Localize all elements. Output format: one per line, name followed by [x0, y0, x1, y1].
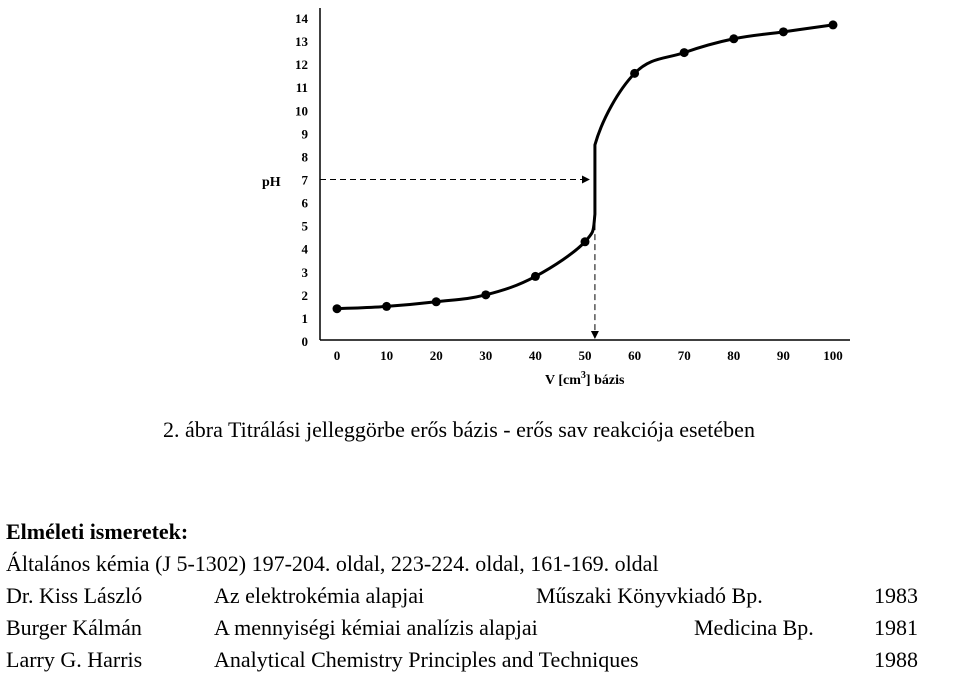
x-tick-label: 20	[430, 348, 443, 363]
y-tick-label: 13	[295, 34, 309, 49]
reference-title: Analytical Chemistry Principles and Tech…	[214, 647, 639, 672]
data-markers	[332, 20, 838, 314]
y-tick-label: 4	[302, 242, 309, 257]
y-tick-label: 2	[302, 288, 309, 303]
x-tick-label: 50	[579, 348, 592, 363]
reference-publisher: Műszaki Könyvkiadó Bp.	[536, 583, 763, 608]
data-point-marker	[481, 290, 491, 300]
x-tick-label: 100	[823, 348, 843, 363]
y-tick-label: 14	[295, 11, 309, 26]
reference-title: Az elektrokémia alapjai	[214, 583, 425, 608]
data-point-marker	[828, 20, 838, 30]
x-tick-label: 70	[678, 348, 691, 363]
reference-year: 1988	[874, 647, 918, 672]
y-tick-label: 3	[302, 265, 309, 280]
x-tick-label: 60	[628, 348, 641, 363]
data-point-marker	[729, 34, 739, 44]
data-point-marker	[630, 68, 640, 78]
data-point-marker	[382, 301, 392, 311]
x-axis-tick-labels: 0 10 20 30 40 50 60 70 80 90 100	[334, 348, 843, 363]
reference-title: A mennyiségi kémiai analízis alapjai	[214, 615, 538, 640]
reference-row: Burger Kálmán A mennyiségi kémiai analíz…	[6, 612, 946, 644]
y-tick-label: 5	[302, 219, 309, 234]
x-tick-label: 30	[479, 348, 492, 363]
figure-caption: 2. ábra Titrálási jelleggörbe erős bázis…	[163, 417, 755, 442]
reference-publisher: Medicina Bp.	[694, 615, 814, 640]
data-point-marker	[580, 237, 590, 247]
reference-year: 1983	[874, 583, 918, 608]
references-section: Elméleti ismeretek: Általános kémia (J 5…	[6, 516, 946, 676]
reference-author: Burger Kálmán	[6, 615, 142, 640]
y-tick-label: 12	[295, 57, 308, 72]
reference-row: Dr. Kiss László Az elektrokémia alapjai …	[6, 580, 946, 612]
reference-row: Larry G. Harris Analytical Chemistry Pri…	[6, 644, 946, 676]
x-tick-label: 10	[380, 348, 393, 363]
data-point-marker	[530, 271, 540, 281]
y-tick-label: 9	[302, 126, 309, 141]
data-point-marker	[431, 297, 441, 307]
y-axis-label: pH	[262, 175, 281, 190]
reference-author: Larry G. Harris	[6, 647, 143, 672]
y-tick-label: 6	[302, 196, 309, 211]
data-point-marker	[778, 27, 788, 37]
reference-author: Dr. Kiss László	[6, 583, 143, 608]
y-tick-label: 1	[302, 311, 309, 326]
y-tick-label: 11	[296, 80, 308, 95]
y-tick-label: 0	[302, 334, 309, 349]
titration-curve	[336, 23, 834, 311]
general-reference: Általános kémia (J 5-1302) 197-204. olda…	[6, 551, 659, 576]
x-tick-label: 90	[777, 348, 790, 363]
y-tick-label: 10	[295, 103, 308, 118]
reference-year: 1981	[874, 615, 918, 640]
x-axis-label: V [cm3] bázis	[545, 370, 625, 388]
y-tick-label: 8	[302, 149, 309, 164]
references-heading: Elméleti ismeretek:	[6, 519, 189, 544]
x-tick-label: 80	[727, 348, 740, 363]
x-tick-label: 0	[334, 348, 341, 363]
y-tick-label: 7	[302, 173, 309, 188]
x-tick-label: 40	[529, 348, 542, 363]
data-point-marker	[679, 48, 689, 58]
data-point-marker	[332, 304, 342, 314]
